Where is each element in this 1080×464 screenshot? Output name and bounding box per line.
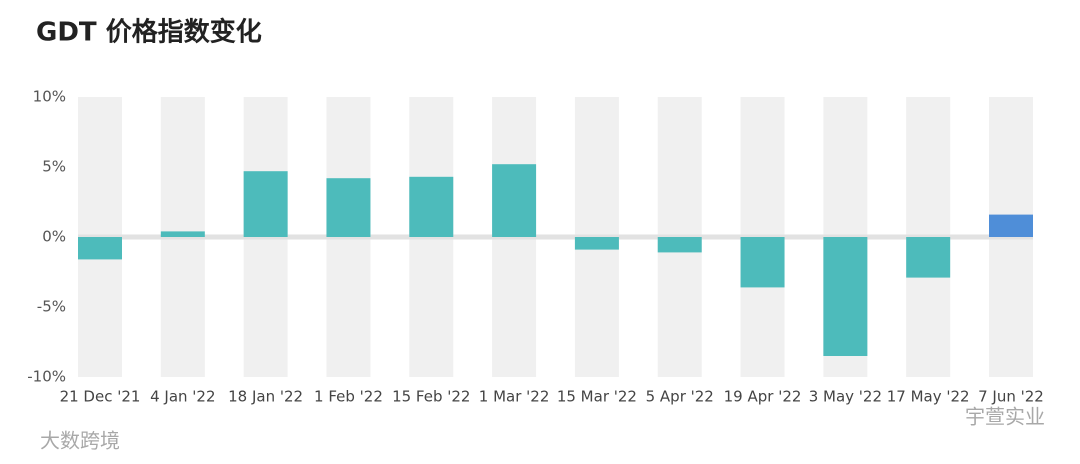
bar — [160, 231, 205, 237]
chart-title: GDT 价格指数变化 — [36, 17, 262, 48]
x-tick-label: 5 Apr '22 — [646, 388, 714, 406]
watermark: 大数跨境 — [40, 429, 120, 453]
bar — [823, 237, 868, 356]
y-tick-label: -5% — [37, 298, 66, 316]
bar — [740, 237, 785, 288]
x-tick-label: 1 Mar '22 — [479, 388, 550, 406]
bar — [326, 178, 371, 237]
bar — [243, 171, 288, 237]
y-tick-label: 0% — [42, 228, 66, 246]
y-tick-label: 10% — [33, 88, 66, 106]
bar — [906, 237, 951, 278]
bar — [492, 164, 537, 237]
x-tick-label: 21 Dec '21 — [60, 388, 141, 406]
bar — [409, 176, 454, 237]
x-tick-label: 17 May '22 — [887, 388, 970, 406]
y-tick-label: -10% — [27, 368, 66, 386]
bar — [574, 237, 619, 250]
x-tick-label: 1 Feb '22 — [314, 388, 383, 406]
watermark: 宇萱实业 — [965, 405, 1045, 429]
x-tick-label: 19 Apr '22 — [724, 388, 802, 406]
x-tick-label: 15 Feb '22 — [392, 388, 470, 406]
x-tick-label: 3 May '22 — [809, 388, 882, 406]
x-tick-label: 7 Jun '22 — [978, 388, 1044, 406]
bar — [657, 237, 702, 253]
x-tick-label: 18 Jan '22 — [228, 388, 303, 406]
bar — [989, 214, 1033, 237]
x-tick-label: 4 Jan '22 — [150, 388, 215, 406]
y-tick-label: 5% — [42, 158, 66, 176]
x-tick-label: 15 Mar '22 — [557, 388, 637, 406]
bar — [78, 237, 122, 260]
